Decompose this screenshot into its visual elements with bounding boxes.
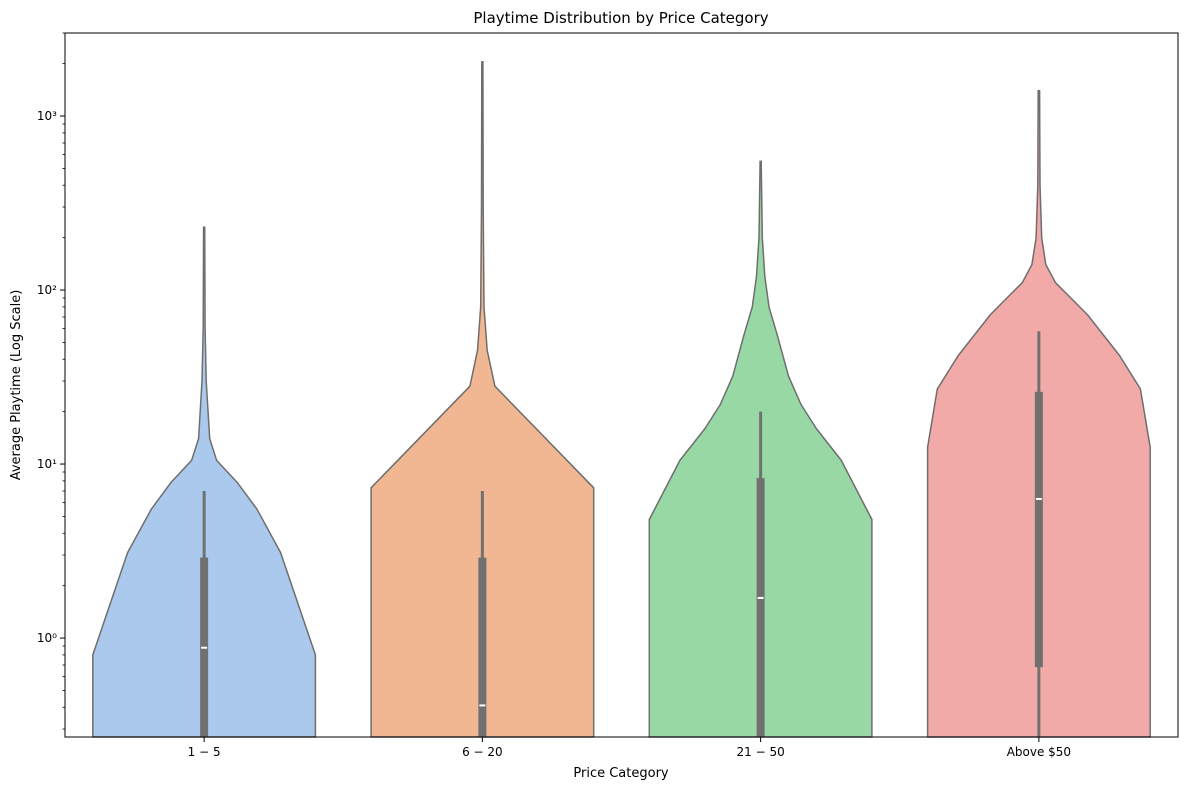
boxes-group bbox=[200, 331, 1043, 737]
iqr-box-3 bbox=[756, 478, 765, 737]
x-tick-label-2: 6 − 20 bbox=[462, 745, 503, 759]
y-axis: 10⁰ 10¹ 10² 10³ bbox=[37, 32, 65, 730]
y-axis-label: Average Playtime (Log Scale) bbox=[9, 290, 24, 481]
y-tick-label-2: 10¹ bbox=[37, 457, 57, 471]
x-tick-label-1: 1 − 5 bbox=[188, 745, 221, 759]
x-tick-label-3: 21 − 50 bbox=[737, 745, 785, 759]
y-tick-label-1: 10⁰ bbox=[37, 631, 57, 645]
iqr-box-4 bbox=[1034, 391, 1043, 668]
violins-group bbox=[92, 61, 1151, 738]
y-tick-label-4: 10³ bbox=[37, 109, 57, 123]
plot-frame bbox=[64, 32, 1179, 738]
violin-2 bbox=[370, 61, 595, 738]
y-tick-label-3: 10² bbox=[37, 283, 57, 297]
iqr-box-2 bbox=[478, 557, 487, 737]
x-axis-label: Price Category bbox=[573, 766, 669, 781]
violin-1 bbox=[92, 226, 317, 738]
x-tick-label-4: Above $50 bbox=[1007, 745, 1071, 759]
chart-title: Playtime Distribution by Price Category bbox=[473, 9, 768, 27]
x-axis: 1 − 5 6 − 20 21 − 50 Above $50 bbox=[188, 737, 1071, 759]
